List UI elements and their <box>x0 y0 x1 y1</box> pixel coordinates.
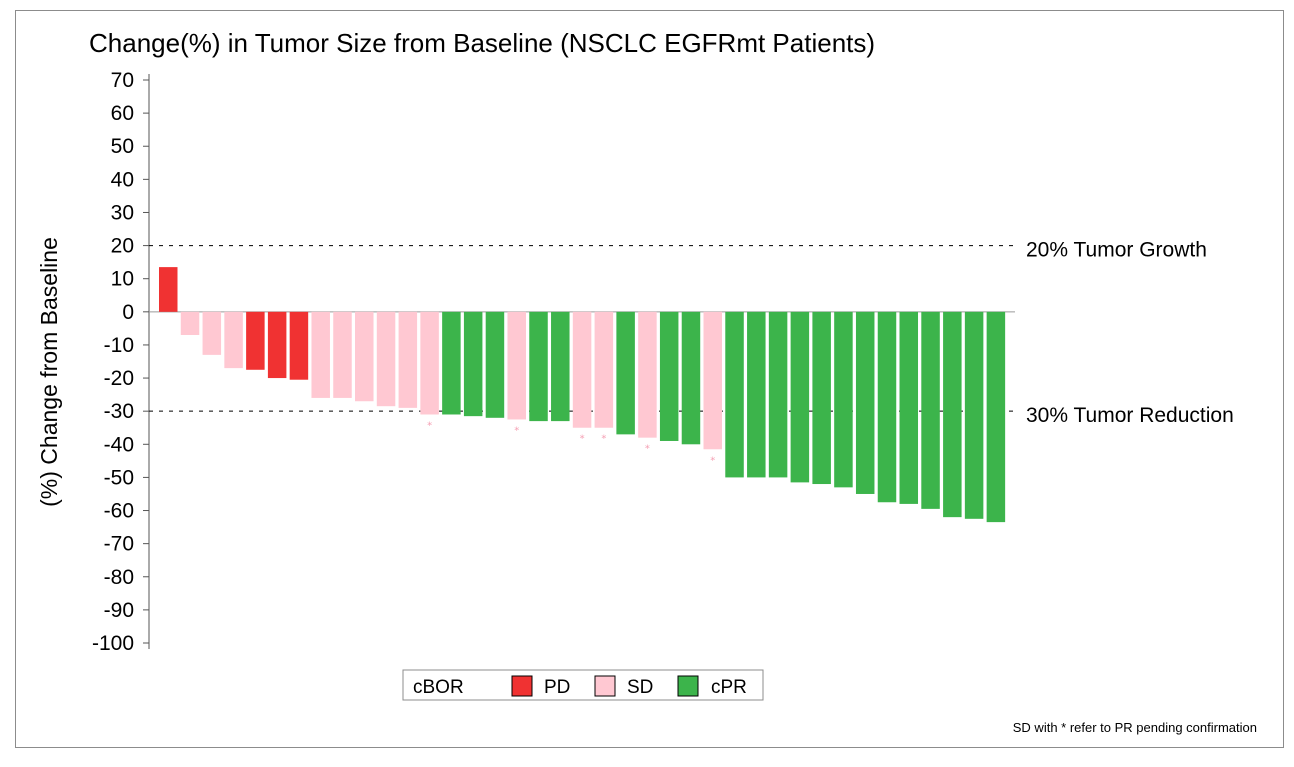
pending-confirmation-star: * <box>710 455 715 466</box>
y-tick-label: 60 <box>111 102 134 125</box>
bar-cpr <box>485 311 505 418</box>
y-tick-label: 70 <box>111 69 134 92</box>
bar-cpr <box>812 311 831 485</box>
y-tick-label: -20 <box>104 367 134 390</box>
bar-cpr <box>964 311 984 519</box>
bar-sd <box>507 311 526 420</box>
bar-cpr <box>855 311 875 494</box>
y-tick-label: -100 <box>92 632 134 655</box>
y-tick-label: -70 <box>104 533 134 556</box>
bar-cpr <box>659 311 679 441</box>
y-axis-label: (%) Change from Baseline <box>36 237 62 507</box>
bar-cpr <box>681 311 701 445</box>
bar-pd <box>246 311 265 370</box>
bar-sd <box>703 311 722 450</box>
bar-sd <box>202 311 222 355</box>
y-tick-label: 30 <box>111 201 134 224</box>
y-tick-label: 10 <box>111 268 134 291</box>
bar-sd <box>572 311 592 428</box>
bar-cpr <box>790 311 810 483</box>
bar-cpr <box>463 311 483 417</box>
y-tick-label: -60 <box>104 500 134 523</box>
bar-cpr <box>551 311 570 422</box>
legend: cBOR PD SD cPR <box>402 669 764 701</box>
reference-line-label: 30% Tumor Reduction <box>1026 404 1234 427</box>
y-tick-label: 50 <box>111 135 134 158</box>
bar-cpr <box>834 311 853 488</box>
bar-cpr <box>899 311 919 504</box>
bar-sd <box>224 311 243 369</box>
legend-label-cpr: cPR <box>711 677 747 698</box>
bars: * * * * * * <box>159 267 1006 523</box>
bar-pd <box>159 267 178 312</box>
bar-sd <box>420 311 439 415</box>
bar-sd <box>355 311 374 402</box>
bar-cpr <box>725 311 744 478</box>
pending-confirmation-star: * <box>580 434 585 445</box>
reference-line-label: 20% Tumor Growth <box>1026 239 1207 262</box>
bar-cpr <box>747 311 766 478</box>
y-tick-label: -90 <box>104 599 134 622</box>
bar-pd <box>289 311 309 380</box>
bar-cpr <box>529 311 548 422</box>
bar-sd <box>311 311 330 398</box>
pending-confirmation-star: * <box>645 444 650 455</box>
bar-sd <box>333 311 352 398</box>
footnote: SD with * refer to PR pending confirmati… <box>1013 720 1257 735</box>
bar-cpr <box>768 311 788 478</box>
bar-sd <box>376 311 396 407</box>
bar-pd <box>267 311 287 379</box>
bar-sd <box>594 311 614 428</box>
legend-box <box>402 669 764 701</box>
bar-cpr <box>943 311 962 518</box>
bar-cpr <box>921 311 940 509</box>
legend-label-pd: PD <box>544 677 570 698</box>
bar-sd <box>638 311 657 438</box>
y-tick-label: -80 <box>104 566 134 589</box>
pending-confirmation-star: * <box>514 425 519 436</box>
bar-sd <box>180 311 200 336</box>
chart-title: Change(%) in Tumor Size from Baseline (N… <box>89 28 875 58</box>
pending-confirmation-star: * <box>427 420 432 431</box>
bar-cpr <box>616 311 635 435</box>
y-tick-label: -50 <box>104 466 134 489</box>
y-tick-label: -30 <box>104 400 134 423</box>
pending-confirmation-star: * <box>601 434 606 445</box>
bar-cpr <box>442 311 461 415</box>
y-tick-label: 40 <box>111 168 134 191</box>
bar-sd <box>398 311 418 408</box>
y-tick-label: -10 <box>104 334 134 357</box>
y-tick-label: 20 <box>111 235 134 258</box>
y-tick-label: -40 <box>104 433 134 456</box>
y-tick-label: 0 <box>122 301 134 324</box>
reference-lines: 20% Tumor Growth 30% Tumor Reduction <box>149 239 1234 427</box>
chart-frame <box>15 10 1284 748</box>
legend-swatch-pd <box>511 675 533 697</box>
bar-cpr <box>986 311 1006 523</box>
bar-cpr <box>877 311 897 503</box>
legend-title: cBOR <box>413 677 464 698</box>
legend-label-sd: SD <box>627 677 653 698</box>
legend-swatch-sd <box>594 675 616 697</box>
legend-swatch-cpr <box>677 675 699 697</box>
